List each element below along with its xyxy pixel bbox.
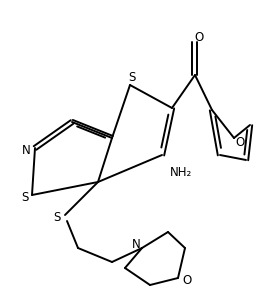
Text: N: N	[22, 143, 30, 157]
Text: S: S	[53, 211, 60, 223]
Text: N: N	[131, 238, 140, 251]
Text: O: O	[182, 274, 191, 286]
Text: NH₂: NH₂	[169, 165, 192, 178]
Text: S: S	[21, 191, 28, 204]
Text: O: O	[234, 135, 244, 149]
Text: O: O	[194, 30, 203, 44]
Text: S: S	[128, 71, 135, 84]
